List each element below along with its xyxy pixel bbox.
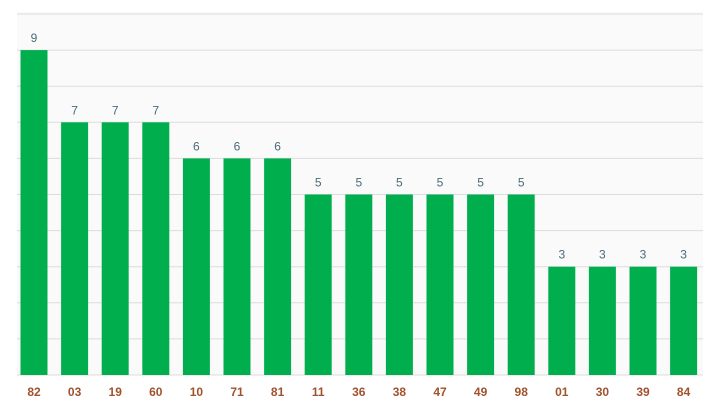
bar-10: [182, 158, 210, 375]
bar-36: [345, 194, 373, 375]
bar-30: [588, 266, 616, 375]
bar-11: [304, 194, 332, 375]
category-label-47: 47: [433, 385, 447, 399]
value-label-60: 7: [152, 103, 159, 117]
value-label-82: 9: [31, 31, 38, 45]
value-label-98: 5: [518, 176, 525, 190]
category-label-03: 03: [68, 385, 82, 399]
category-label-30: 30: [596, 385, 610, 399]
bar-38: [385, 194, 413, 375]
bar-81: [264, 158, 292, 375]
category-label-11: 11: [312, 385, 325, 399]
category-label-36: 36: [352, 385, 366, 399]
category-label-10: 10: [190, 385, 204, 399]
value-label-30: 3: [599, 248, 606, 262]
value-label-19: 7: [112, 103, 119, 117]
bar-49: [467, 194, 495, 375]
bar-82: [20, 50, 48, 375]
bar-01: [548, 266, 576, 375]
value-label-71: 6: [234, 139, 241, 153]
category-label-82: 82: [27, 385, 41, 399]
value-label-84: 3: [680, 248, 687, 262]
category-label-49: 49: [474, 385, 488, 399]
bar-03: [61, 122, 89, 375]
value-label-38: 5: [396, 176, 403, 190]
value-label-36: 5: [355, 176, 362, 190]
bar-84: [670, 266, 698, 375]
category-label-01: 01: [555, 385, 569, 399]
category-label-81: 81: [271, 385, 285, 399]
value-label-47: 5: [437, 176, 444, 190]
bar-98: [507, 194, 535, 375]
category-label-60: 60: [149, 385, 163, 399]
category-label-98: 98: [515, 385, 529, 399]
value-label-03: 7: [71, 103, 78, 117]
value-label-49: 5: [477, 176, 484, 190]
category-label-84: 84: [677, 385, 691, 399]
value-label-39: 3: [640, 248, 647, 262]
category-labels: 82 03 19 60 10 71 81 11 36 38 47 49 98 01 30 39 84: [27, 385, 690, 399]
bar-60: [142, 122, 170, 375]
category-label-39: 39: [636, 385, 650, 399]
category-label-71: 71: [230, 385, 244, 399]
value-label-81: 6: [274, 139, 281, 153]
value-label-01: 3: [558, 248, 565, 262]
category-label-19: 19: [109, 385, 123, 399]
bar-39: [629, 266, 657, 375]
value-label-10: 6: [193, 139, 200, 153]
bar-19: [101, 122, 129, 375]
value-label-11: 5: [315, 176, 322, 190]
bar-47: [426, 194, 454, 375]
category-label-38: 38: [393, 385, 407, 399]
bar-71: [223, 158, 251, 375]
bars: [20, 50, 698, 375]
value-labels: 9 7 7 7 6 6 6 5 5 5 5 5 5 3 3 3 3: [31, 31, 688, 262]
